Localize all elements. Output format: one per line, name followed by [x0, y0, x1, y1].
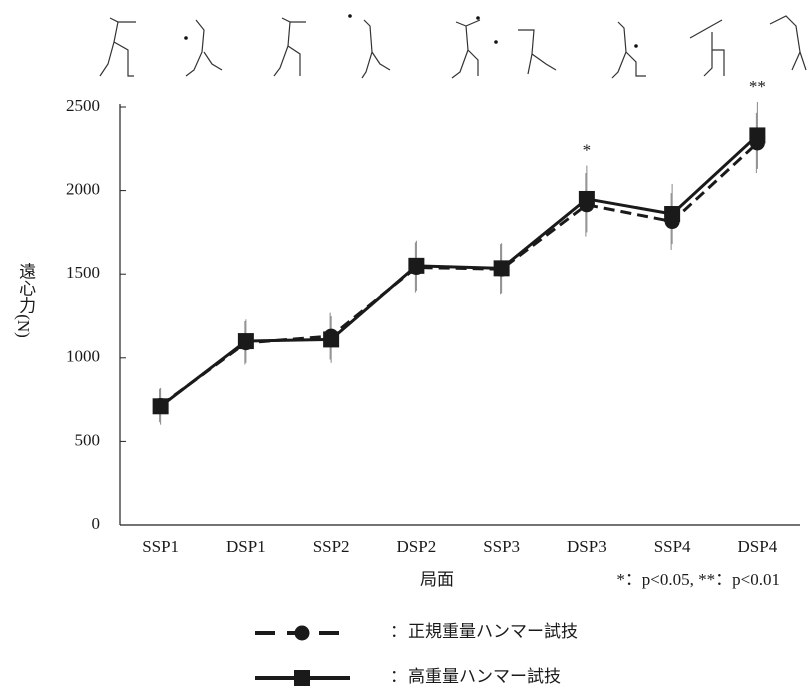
significance-mark: * — [583, 140, 592, 159]
x-axis-label: 局面 — [420, 570, 454, 589]
x-tick-label: SSP4 — [654, 537, 691, 556]
y-tick-label: 500 — [75, 430, 101, 449]
point — [578, 190, 595, 207]
x-tick-label: DSP1 — [226, 537, 266, 556]
y-axis-label: 遠心力 — [16, 262, 36, 313]
stick-figures — [99, 14, 807, 79]
x-tick-label: SSP3 — [483, 537, 520, 556]
y-tick-label: 2000 — [66, 180, 100, 199]
y-axis-unit: (N) — [14, 314, 33, 338]
x-tick-label: DSP3 — [567, 537, 607, 556]
point — [664, 206, 681, 223]
point — [323, 331, 340, 348]
significance-note: *：p<0.05, **：p<0.01 — [616, 570, 780, 589]
series-line — [159, 141, 759, 407]
point — [294, 625, 310, 641]
legend-label: 正規重量ハンマー試技 — [408, 622, 578, 641]
x-tick-label: SSP2 — [313, 537, 350, 556]
x-tick-label: DSP4 — [738, 537, 778, 556]
point — [294, 670, 310, 686]
point — [237, 333, 254, 350]
legend-label: 高重量ハンマー試技 — [408, 667, 561, 686]
x-tick-label: SSP1 — [142, 537, 179, 556]
significance-mark: ** — [749, 77, 766, 96]
point — [408, 257, 425, 274]
y-tick-label: 0 — [92, 514, 101, 533]
point — [493, 260, 510, 277]
legend-prefix: ： — [390, 622, 407, 641]
y-tick-label: 1000 — [66, 347, 100, 366]
y-tick-label: 2500 — [66, 96, 100, 115]
x-tick-label: DSP2 — [397, 537, 437, 556]
point — [749, 127, 766, 144]
y-tick-label: 1500 — [66, 263, 100, 282]
legend-prefix: ： — [390, 667, 407, 686]
series-line — [159, 134, 759, 408]
point — [152, 398, 169, 415]
